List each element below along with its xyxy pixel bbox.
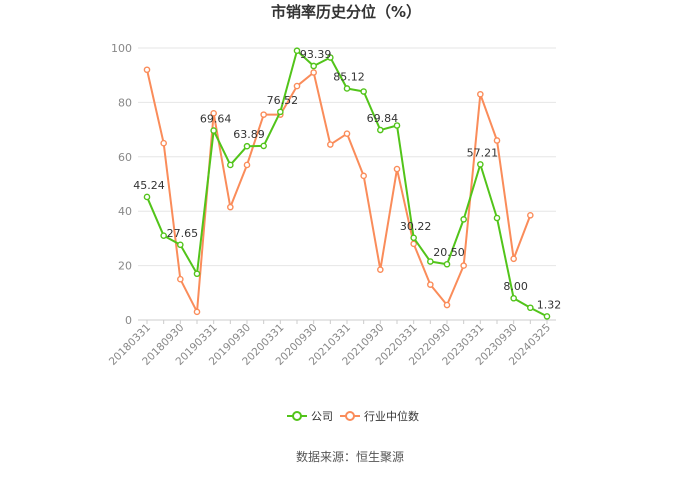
data-point-industry-median: [410, 240, 417, 248]
data-point-industry-median: [493, 137, 501, 144]
data-label: 57.21: [467, 146, 499, 159]
data-point-company: [210, 127, 217, 134]
data-point-industry-median: [260, 111, 267, 118]
legend-item-company[interactable]: 公司: [287, 410, 333, 423]
data-point-company: [243, 142, 251, 150]
data-point-industry-median: [343, 130, 351, 137]
data-point-company: [460, 216, 467, 223]
data-point-company: [443, 260, 451, 268]
data-point-industry-median: [293, 82, 301, 90]
series-layer: [143, 47, 551, 320]
y-tick-label: 0: [125, 314, 132, 327]
data-label: 69.84: [367, 112, 399, 125]
legend: 公司 行业中位数: [287, 409, 419, 423]
data-point-industry-median: [193, 308, 201, 316]
data-label: 63.89: [233, 128, 265, 141]
data-point-industry-median: [377, 266, 384, 273]
data-point-industry-median: [510, 255, 517, 263]
data-point-industry-median: [527, 211, 534, 219]
data-point-industry-median: [443, 301, 451, 309]
data-point-company: [160, 232, 167, 239]
y-tick-label: 60: [118, 151, 132, 164]
data-label: 93.39: [300, 48, 332, 61]
data-label: 8.00: [503, 280, 528, 293]
data-point-company: [360, 88, 367, 95]
data-point-company: [477, 161, 484, 168]
data-point-company: [293, 47, 301, 55]
data-point-industry-median: [227, 203, 234, 211]
legend-label-company: 公司: [311, 410, 333, 423]
data-point-company: [543, 313, 551, 320]
data-point-company: [493, 214, 501, 222]
x-axis: 2018033120180930201903312019093020200331…: [107, 320, 553, 368]
data-point-industry-median: [327, 141, 334, 148]
data-point-industry-median: [177, 275, 184, 283]
data-point-company: [260, 142, 267, 150]
y-tick-label: 40: [118, 205, 132, 218]
data-point-company: [327, 54, 334, 61]
data-point-industry-median: [460, 262, 467, 269]
data-point-industry-median: [160, 139, 167, 147]
data-point-company: [177, 241, 184, 249]
data-point-company: [227, 161, 234, 169]
data-point-company: [527, 304, 534, 312]
y-axis: 0 20 40 60 80 100: [111, 42, 132, 327]
data-point-company: [343, 85, 351, 92]
data-point-industry-median: [310, 69, 317, 76]
data-point-industry-median: [360, 172, 367, 180]
data-point-company: [377, 126, 384, 134]
series-company: [143, 47, 551, 320]
series-industry-median: [143, 66, 534, 316]
data-point-company: [310, 62, 317, 70]
data-label: 1.32: [537, 298, 562, 311]
chart-title: 市销率历史分位（%）: [271, 3, 421, 21]
data-point-company: [510, 294, 517, 302]
y-tick-label: 80: [118, 96, 132, 109]
data-point-industry-median: [393, 165, 401, 173]
grid-layer: [138, 47, 556, 321]
data-point-industry-median: [210, 109, 217, 117]
data-point-company: [393, 122, 401, 129]
data-point-company: [277, 108, 284, 116]
data-point-company: [427, 258, 434, 265]
y-tick-label: 20: [118, 260, 132, 273]
data-label: 45.24: [133, 179, 165, 192]
data-label: 76.52: [267, 94, 299, 107]
data-point-company: [143, 193, 151, 201]
source-note: 数据来源：恒生聚源: [296, 449, 404, 464]
legend-label-industry-median: 行业中位数: [364, 409, 419, 423]
data-label: 27.65: [167, 227, 199, 240]
data-point-industry-median: [427, 281, 434, 288]
legend-marker-company: [292, 411, 302, 421]
data-point-industry-median: [243, 161, 251, 169]
data-label: 30.22: [400, 220, 432, 233]
data-point-company: [193, 270, 201, 278]
data-point-company: [410, 234, 417, 242]
data-label: 20.50: [433, 246, 465, 259]
legend-item-industry-median[interactable]: 行业中位数: [340, 409, 419, 423]
data-label: 85.12: [333, 70, 365, 83]
data-label: 69.64: [200, 113, 232, 126]
legend-marker-industry-median: [345, 411, 355, 421]
data-point-industry-median: [477, 90, 484, 98]
data-point-industry-median: [143, 66, 151, 74]
y-tick-label: 100: [111, 42, 132, 55]
